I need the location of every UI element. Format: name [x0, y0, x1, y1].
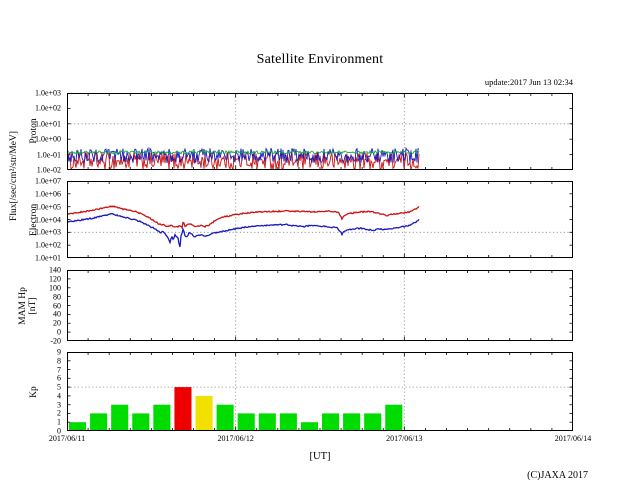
mam-hp-ytick-label: 0 — [57, 327, 61, 337]
copyright-notice: (C)JAXA 2017 — [527, 470, 588, 481]
electron-flux-ytick-label: 1.0e+07 — [34, 176, 61, 186]
electron-flux-ytick-label: 1.0e+04 — [34, 215, 61, 224]
x-axis-date-label: 2017/06/11 — [48, 434, 86, 443]
proton-flux-ytick-label: 1.0e+03 — [34, 88, 61, 98]
mam-hp-ytick-label: 80 — [53, 292, 61, 302]
kp-index-ytick-label: 7 — [57, 365, 61, 375]
proton-flux-ytick-label: 1.0e+00 — [34, 134, 61, 144]
electron-flux-ytick-label: 1.0e+02 — [34, 240, 61, 250]
electron-flux-panel — [67, 181, 573, 258]
mam-hp-ytick-label: 40 — [53, 309, 61, 319]
proton-flux-chart — [67, 93, 573, 170]
kp-index-ytick-label: 5 — [57, 382, 61, 392]
mam-hp-ytick-label: 140 — [49, 265, 61, 275]
mam-hp-chart — [67, 270, 573, 341]
proton-flux-ytick-label: 1.0e-01 — [36, 150, 61, 160]
x-axis-date-label: 2017/06/14 — [554, 434, 592, 443]
mam-hp-ytick-label: 60 — [53, 301, 61, 310]
flux-axis-label: Flux[/sec/cm²/str/MeV] — [9, 131, 19, 221]
electron-flux-ytick-label: 1.0e+06 — [34, 189, 61, 199]
kp-index-panel — [67, 352, 573, 431]
mam-hp-ytick-label: 120 — [49, 274, 61, 284]
kp-index-ytick-label: 9 — [57, 347, 61, 357]
electron-flux-chart — [67, 181, 573, 258]
x-axis-date-label: 2017/06/13 — [386, 434, 423, 443]
electron-flux-ytick-label: 1.0e+03 — [34, 227, 61, 237]
kp-index-chart — [67, 352, 573, 431]
kp-index-ytick-label: 2 — [57, 408, 61, 418]
mam-hp-panel — [67, 270, 573, 341]
kp-index-ytick-label: 8 — [57, 356, 61, 366]
proton-flux-ytick-label: 1.0e+02 — [34, 103, 61, 113]
kp-index-ytick-label: 3 — [57, 400, 61, 410]
kp-index-ytick-label: 0 — [57, 426, 61, 436]
kp-index-ytick-label: 1 — [57, 417, 61, 427]
kp-index-ytick-label: 4 — [57, 391, 61, 401]
electron-flux-ytick-label: 1.0e+05 — [34, 202, 61, 212]
proton-flux-ytick-label: 1.0e+01 — [34, 119, 61, 129]
electron-flux-ytick-label: 1.0e+01 — [34, 253, 61, 263]
page-title: Satellite Environment — [256, 52, 384, 67]
proton-flux-panel — [67, 93, 573, 170]
mam-hp-ytick-label: 100 — [49, 283, 61, 293]
mam-hp-ytick-label: -20 — [50, 336, 61, 346]
x-axis-date-label: 2017/06/12 — [217, 434, 254, 443]
mam-hp-ytick-label: 20 — [53, 318, 61, 328]
update-timestamp: update:2017 Jun 13 02:34 — [484, 77, 573, 87]
kp-index-ytick-label: 6 — [57, 373, 61, 383]
proton-flux-ytick-label: 1.0e-02 — [36, 165, 61, 175]
x-axis-unit-label: [UT] — [309, 451, 331, 462]
